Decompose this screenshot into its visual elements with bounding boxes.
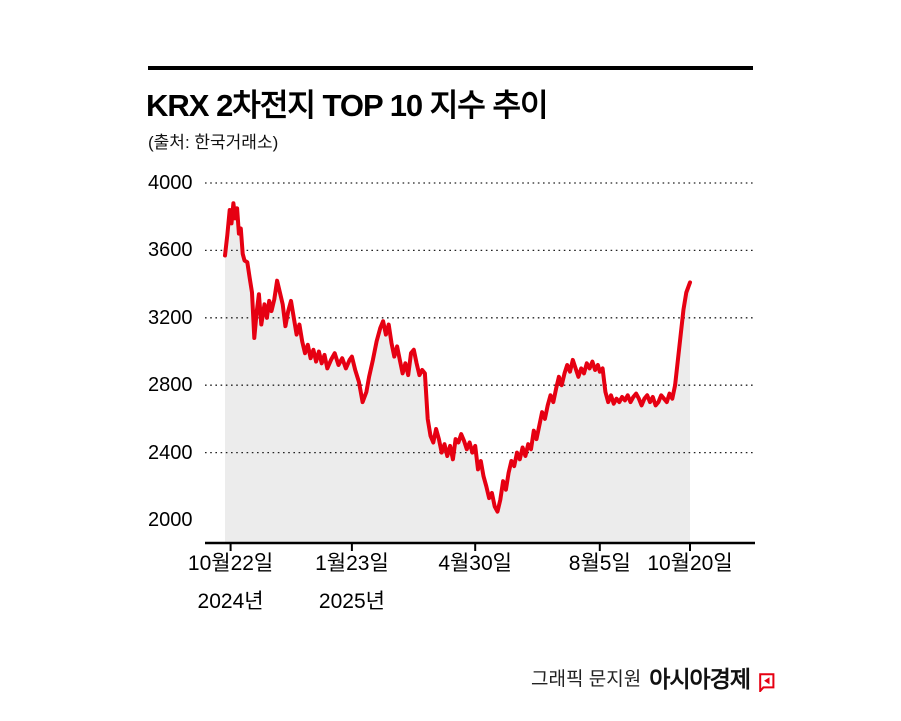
x-tick-label: 10월22일 xyxy=(187,552,274,575)
top-divider-rule xyxy=(148,66,753,70)
publisher-brand-text: 아시아경제 xyxy=(649,666,751,692)
footer-credit-block: 그래픽 문지원 아시아경제 xyxy=(531,660,775,694)
y-tick-label: 3600 xyxy=(148,239,193,262)
x-tick-year-label: 2025년 xyxy=(318,590,385,613)
x-tick-label: 4월30일 xyxy=(438,552,512,575)
x-tick-label: 10월20일 xyxy=(647,552,733,575)
graphic-credit-text: 그래픽 문지원 xyxy=(531,668,642,690)
y-tick-label: 2800 xyxy=(148,374,193,397)
y-tick-label: 2400 xyxy=(148,441,193,464)
series-line xyxy=(223,201,692,514)
y-tick-label: 2000 xyxy=(148,509,193,531)
series-area-fill xyxy=(225,203,690,543)
x-tick-label: 1월23일 xyxy=(315,552,389,575)
x-tick-year-label: 2024년 xyxy=(197,590,264,613)
chart-source-label: (출처: 한국거래소) xyxy=(148,133,279,152)
y-tick-label: 3200 xyxy=(148,306,193,329)
chart-title: KRX 2차전지 TOP 10 지수 추이 xyxy=(146,88,548,123)
y-tick-label: 4000 xyxy=(148,172,193,194)
x-tick-label: 8월5일 xyxy=(568,552,631,575)
